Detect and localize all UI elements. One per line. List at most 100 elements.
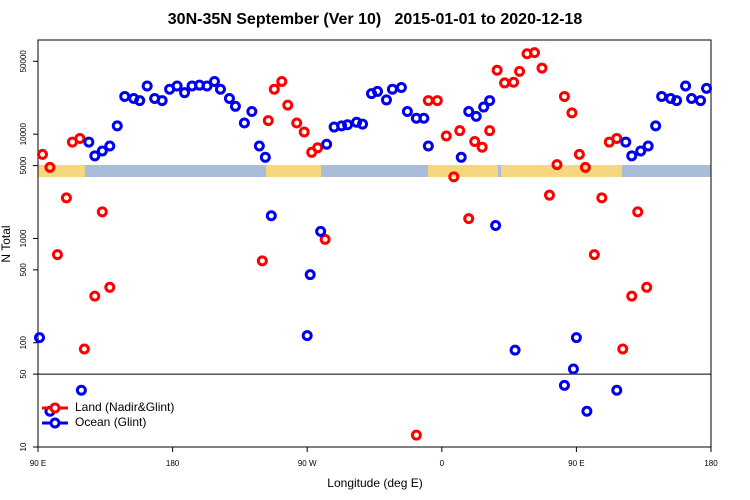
point — [342, 119, 354, 131]
point — [380, 94, 392, 106]
point — [431, 95, 443, 107]
point — [671, 95, 683, 107]
point — [529, 47, 541, 59]
point — [508, 76, 520, 88]
point — [566, 107, 578, 119]
point — [626, 150, 638, 162]
point — [104, 140, 116, 152]
point — [134, 95, 146, 107]
point — [418, 112, 430, 124]
land-strip — [266, 165, 321, 177]
point — [573, 148, 585, 160]
point — [395, 82, 407, 94]
point — [282, 99, 294, 111]
point — [635, 145, 647, 157]
point — [579, 161, 591, 173]
point — [401, 105, 413, 117]
point — [509, 344, 521, 356]
point — [422, 95, 434, 107]
point — [581, 405, 593, 417]
point — [463, 213, 475, 225]
point — [319, 233, 331, 245]
point — [78, 343, 90, 355]
point — [156, 95, 168, 107]
point — [223, 92, 235, 104]
point — [680, 80, 692, 92]
point — [214, 83, 226, 95]
point — [89, 150, 101, 162]
chart-title: 30N-35N September (Ver 10) 2015-01-01 to… — [168, 11, 583, 28]
point — [617, 343, 629, 355]
point — [256, 255, 268, 267]
point — [208, 75, 220, 87]
y-tick-label: 1000 — [19, 229, 28, 247]
point — [650, 120, 662, 132]
point — [551, 159, 563, 171]
point — [469, 136, 481, 148]
point — [104, 281, 116, 293]
point — [36, 148, 48, 160]
point — [484, 125, 496, 137]
legend-marker — [49, 417, 61, 429]
point — [119, 90, 131, 102]
point — [262, 115, 274, 127]
land-strip — [38, 165, 85, 177]
point — [596, 192, 608, 204]
point — [499, 77, 511, 89]
point — [611, 384, 623, 396]
point — [298, 126, 310, 138]
point — [386, 83, 398, 95]
point — [642, 140, 654, 152]
point — [321, 138, 333, 150]
point — [246, 105, 258, 117]
point — [74, 132, 86, 144]
point — [357, 118, 369, 130]
point — [75, 384, 87, 396]
land-mask-strip — [38, 165, 711, 177]
point — [514, 65, 526, 77]
point — [60, 192, 72, 204]
point — [51, 249, 63, 261]
point — [229, 100, 241, 112]
point — [96, 206, 108, 218]
point — [238, 117, 250, 129]
y-tick-label: 500 — [19, 263, 28, 277]
point — [701, 82, 713, 94]
point — [536, 62, 548, 74]
land-strip — [501, 165, 622, 177]
y-tick-label: 50 — [19, 369, 28, 378]
x-tick-label: 90 W — [298, 459, 317, 468]
point — [470, 110, 482, 122]
y-tick-label: 5000 — [19, 156, 28, 174]
point — [96, 145, 108, 157]
point — [695, 95, 707, 107]
x-tick-label: 90 E — [30, 459, 46, 468]
point — [259, 151, 271, 163]
y-tick-label: 10 — [19, 442, 28, 451]
point — [484, 95, 496, 107]
point — [141, 80, 153, 92]
y-tick-label: 10000 — [19, 122, 28, 145]
point — [570, 332, 582, 344]
point — [626, 290, 638, 302]
point — [558, 379, 570, 391]
point — [476, 141, 488, 153]
x-axis-label: Longitude (deg E) — [327, 476, 422, 490]
x-tick-label: 180 — [166, 459, 180, 468]
point — [201, 80, 213, 92]
point — [44, 161, 56, 173]
legend-label: Ocean (Glint) — [75, 415, 146, 429]
y-tick-label: 100 — [19, 336, 28, 350]
point — [89, 290, 101, 302]
point — [656, 90, 668, 102]
point — [33, 332, 45, 344]
plot-frame — [37, 39, 712, 448]
point — [641, 281, 653, 293]
point — [312, 142, 324, 154]
point — [440, 130, 452, 142]
point — [276, 75, 288, 87]
point — [632, 206, 644, 218]
y-axis-label: N Total — [0, 225, 13, 262]
point — [567, 363, 579, 375]
